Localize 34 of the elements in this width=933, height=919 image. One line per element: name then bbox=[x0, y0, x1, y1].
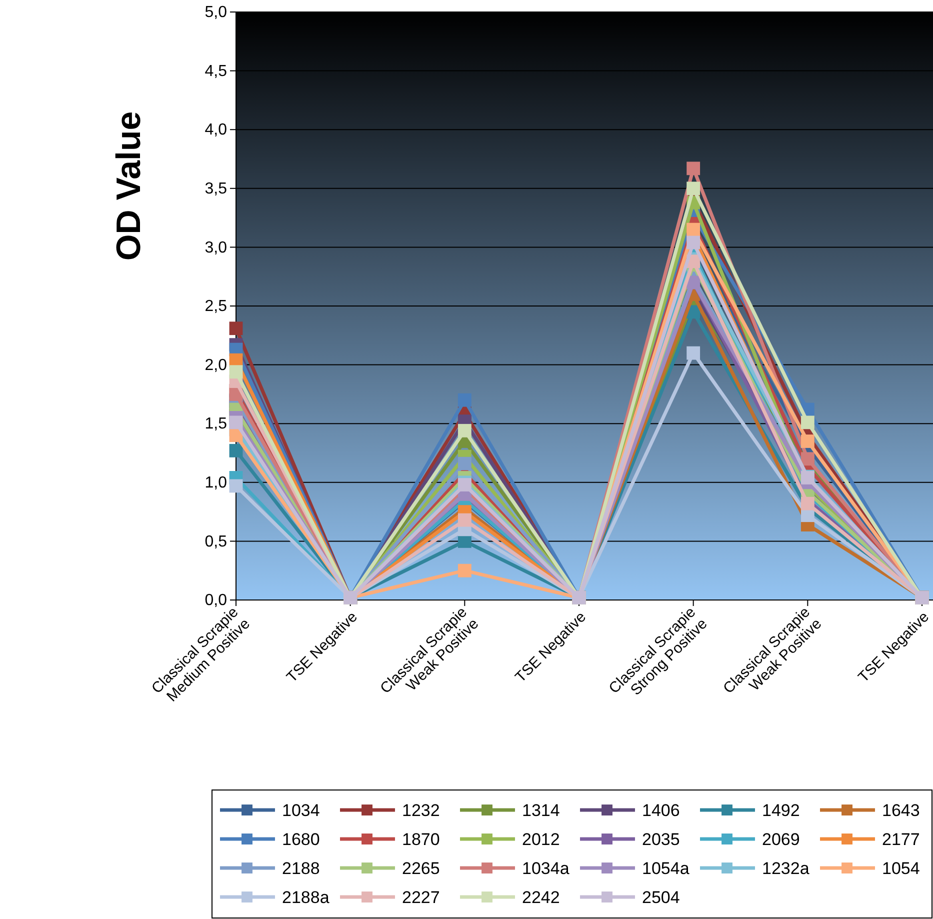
legend-label: 1054 bbox=[882, 859, 920, 878]
legend-label: 2188 bbox=[282, 859, 320, 878]
legend-label: 1034 bbox=[282, 801, 320, 820]
legend-label: 2012 bbox=[522, 830, 560, 849]
y-tick-label: 2,5 bbox=[204, 298, 228, 316]
legend-label: 1643 bbox=[882, 801, 920, 820]
y-tick-label: 0,0 bbox=[204, 592, 228, 610]
legend-label: 1680 bbox=[282, 830, 320, 849]
legend-label: 1492 bbox=[762, 801, 800, 820]
y-tick-label: 0,5 bbox=[204, 533, 228, 550]
legend-label: 1314 bbox=[522, 801, 560, 820]
legend-label: 2035 bbox=[642, 830, 680, 849]
y-axis-title: OD Value bbox=[110, 111, 148, 261]
y-tick-label: 2,0 bbox=[204, 356, 228, 374]
y-tick-label: 5,0 bbox=[204, 4, 228, 22]
legend-label: 1034a bbox=[522, 859, 570, 878]
legend-label: 2227 bbox=[402, 888, 440, 907]
legend-label: 1054a bbox=[642, 859, 690, 878]
legend-label: 1232a bbox=[762, 859, 810, 878]
legend-label: 1232 bbox=[402, 801, 440, 820]
legend-label: 2504 bbox=[642, 888, 680, 907]
y-tick-label: 1,5 bbox=[204, 416, 228, 433]
legend-label: 2177 bbox=[882, 830, 920, 849]
y-tick-label: 4,5 bbox=[204, 62, 228, 80]
y-tick-label: 3,0 bbox=[204, 239, 228, 256]
y-tick-label: 1,0 bbox=[204, 474, 228, 492]
legend-label: 1870 bbox=[402, 830, 440, 849]
legend-label: 2265 bbox=[402, 859, 440, 878]
y-tick-label: 3,5 bbox=[204, 180, 228, 198]
legend-label: 2069 bbox=[762, 830, 800, 849]
legend-label: 2188a bbox=[282, 888, 330, 907]
legend-label: 2242 bbox=[522, 888, 560, 907]
y-tick-label: 4,0 bbox=[204, 122, 228, 139]
legend-label: 1406 bbox=[642, 801, 680, 820]
